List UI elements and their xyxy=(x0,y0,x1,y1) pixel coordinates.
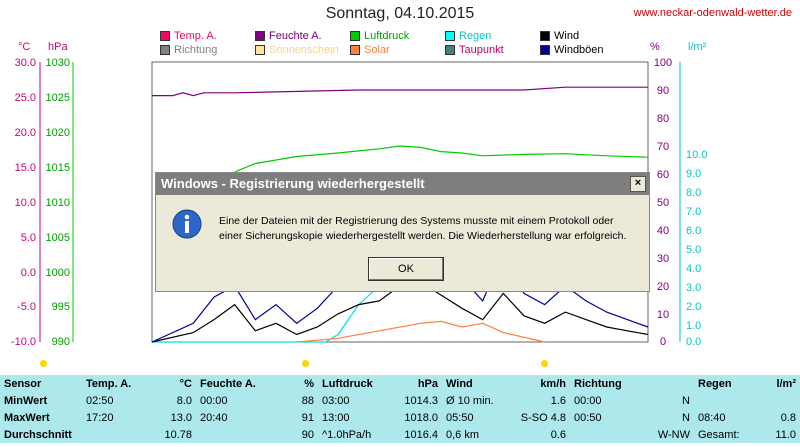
rain-tick: 5.0 xyxy=(686,244,702,256)
close-button[interactable]: × xyxy=(630,176,646,192)
temp-tick: 30.0 xyxy=(14,57,36,69)
registry-restored-dialog: Windows - Registrierung wiederhergestell… xyxy=(155,172,650,292)
header-cell: Luftdruck xyxy=(322,377,373,390)
header-cell: % xyxy=(304,377,314,390)
legend-swatch xyxy=(160,45,170,55)
humidity-tick: 80 xyxy=(656,113,670,125)
header-cell: Feuchte A. xyxy=(200,377,256,390)
legend-wind: Wind xyxy=(540,30,579,42)
humidity-tick: 10 xyxy=(656,309,670,321)
dialog-message: Eine der Dateien mit der Registrierung d… xyxy=(219,215,627,242)
dialog-title: Windows - Registrierung wiederhergestell… xyxy=(161,176,425,191)
temp-tick: 10.0 xyxy=(14,197,36,209)
rain-tick: 0.0 xyxy=(686,336,702,348)
humidity-tick: 70 xyxy=(656,141,670,153)
stats-table: Sensor Temp. A. °C Feuchte A. % Luftdruc… xyxy=(0,375,800,443)
legend-swatch xyxy=(255,31,265,41)
ok-button[interactable]: OK xyxy=(368,257,444,281)
pressure-tick: 1020 xyxy=(45,127,70,139)
rain-tick: 9.0 xyxy=(686,168,702,180)
pressure-tick: 1025 xyxy=(45,92,70,104)
rain-tick: 6.0 xyxy=(686,225,702,237)
rain-tick: 1.0 xyxy=(686,320,702,332)
header-cell: Sensor xyxy=(4,377,42,390)
series-line-luftdruck xyxy=(234,145,649,173)
rain-tick: 2.0 xyxy=(686,301,702,313)
pressure-tick: 990 xyxy=(51,336,70,348)
rain-tick: 3.0 xyxy=(686,282,702,294)
legend-sunshine: Sonnenschein xyxy=(255,44,339,56)
legend-swatch xyxy=(350,31,360,41)
pressure-tick: 1010 xyxy=(45,197,70,209)
legend-swatch xyxy=(540,31,550,41)
legend: Temp. A. Feuchte A. Luftdruck Regen Wind… xyxy=(160,30,620,60)
stats-row-max: MaxWert 17:20 13.0 20:40 91 13:00 1018.0 05:5… xyxy=(4,411,796,424)
temp-tick: 0.0 xyxy=(20,267,36,279)
legend-direction: Richtung xyxy=(160,44,217,56)
rain-tick: 8.0 xyxy=(686,187,702,199)
header-cell: Wind xyxy=(446,377,473,390)
pressure-tick: 1000 xyxy=(45,267,70,279)
series-line-solar xyxy=(296,320,545,343)
legend-temp: Temp. A. xyxy=(160,30,217,42)
header-cell: Regen xyxy=(698,377,732,390)
header-cell: °C xyxy=(179,377,192,390)
header-cell: l/m² xyxy=(776,377,796,390)
header-cell xyxy=(636,375,694,392)
legend-swatch xyxy=(255,45,265,55)
series-line-feuchte-a- xyxy=(152,86,648,97)
temp-unit-label: °C xyxy=(18,41,31,53)
info-icon xyxy=(172,209,202,239)
dialog-title-bar: Windows - Registrierung wiederhergestell… xyxy=(156,173,649,195)
pressure-tick: 1030 xyxy=(45,57,70,69)
humidity-tick: 90 xyxy=(656,85,670,97)
legend-swatch xyxy=(445,31,455,41)
temp-tick: 25.0 xyxy=(14,92,36,104)
humidity-tick: 40 xyxy=(656,225,670,237)
temp-tick: -5.0 xyxy=(17,301,36,313)
legend-dewpoint: Taupunkt xyxy=(445,44,504,56)
humidity-tick: 50 xyxy=(656,197,670,209)
rain-tick: 4.0 xyxy=(686,263,702,275)
pressure-tick: 1015 xyxy=(45,162,70,174)
header-cell: hPa xyxy=(417,377,438,390)
legend-solar: Solar xyxy=(350,44,390,56)
humidity-tick: 100 xyxy=(653,57,673,69)
sun-marker-left xyxy=(40,360,47,367)
stats-header-row: Sensor Temp. A. °C Feuchte A. % Luftdruc… xyxy=(0,375,800,392)
header-cell: Richtung xyxy=(574,377,622,390)
legend-rain: Regen xyxy=(445,30,491,42)
stats-row-min: MinWert 02:50 8.0 00:00 88 03:00 1014.3 Ø 10 … xyxy=(4,394,690,407)
rain-unit-label: l/m² xyxy=(688,41,707,53)
humidity-tick: 30 xyxy=(656,253,670,265)
legend-swatch xyxy=(540,45,550,55)
legend-swatch xyxy=(350,45,360,55)
sun-marker-right xyxy=(541,360,548,367)
temp-tick: 5.0 xyxy=(20,232,36,244)
stats-row-avg: Durchschnitt 10.78 90 ^1.0hPa/h 1016.4 0,6 … xyxy=(4,428,796,441)
pressure-tick: 1005 xyxy=(45,232,70,244)
legend-humidity: Feuchte A. xyxy=(255,30,322,42)
rain-tick: 10.0 xyxy=(686,149,708,161)
humidity-unit-label: % xyxy=(650,41,660,53)
temp-tick: 20.0 xyxy=(14,127,36,139)
header-cell: Temp. A. xyxy=(86,377,132,390)
humidity-tick: 20 xyxy=(656,281,670,293)
legend-swatch xyxy=(445,45,455,55)
temp-tick: 15.0 xyxy=(14,162,36,174)
header-cell: km/h xyxy=(540,377,566,390)
sun-marker-mid xyxy=(302,360,309,367)
legend-gusts: Windböen xyxy=(540,44,604,56)
rain-tick: 7.0 xyxy=(686,206,702,218)
pressure-unit-label: hPa xyxy=(48,41,68,53)
legend-swatch xyxy=(160,31,170,41)
site-url[interactable]: www.neckar-odenwald-wetter.de xyxy=(633,7,792,19)
humidity-tick: 60 xyxy=(656,169,670,181)
pressure-tick: 995 xyxy=(51,301,70,313)
temp-tick: -10.0 xyxy=(10,336,36,348)
page-title: Sonntag, 04.10.2015 xyxy=(325,5,475,22)
legend-pressure: Luftdruck xyxy=(350,30,409,42)
humidity-tick: 0 xyxy=(659,336,667,348)
